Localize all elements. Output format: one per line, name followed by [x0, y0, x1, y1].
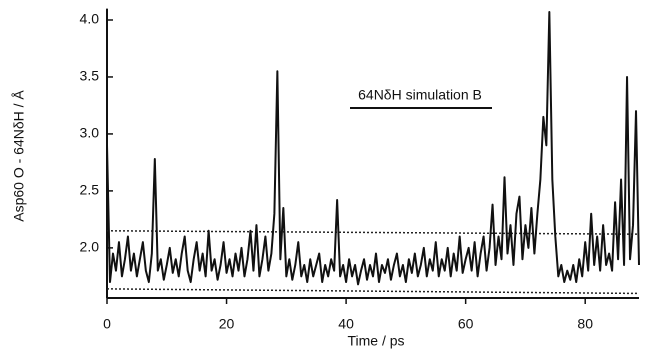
- x-tick-label: 40: [338, 316, 354, 332]
- reference-line: [106, 230, 640, 235]
- y-tick-label: 4.0: [80, 11, 100, 27]
- y-tick-label: 2.5: [80, 182, 100, 198]
- y-tick-label: 3.5: [80, 68, 100, 84]
- y-tick-label: 2.0: [80, 239, 100, 255]
- x-tick-label: 0: [103, 316, 111, 332]
- x-tick-label: 80: [577, 316, 593, 332]
- data-line: [106, 11, 640, 286]
- reference-line: [106, 288, 640, 295]
- annotation: 64NδH simulation B: [358, 87, 482, 103]
- x-axis-label: Time / ps: [347, 333, 404, 349]
- y-tick-label: 3.0: [80, 125, 100, 141]
- x-tick-label: 20: [219, 316, 235, 332]
- y-axis-label: Asp60 O - 64NδH / Å: [11, 90, 27, 222]
- x-tick-label: 60: [458, 316, 474, 332]
